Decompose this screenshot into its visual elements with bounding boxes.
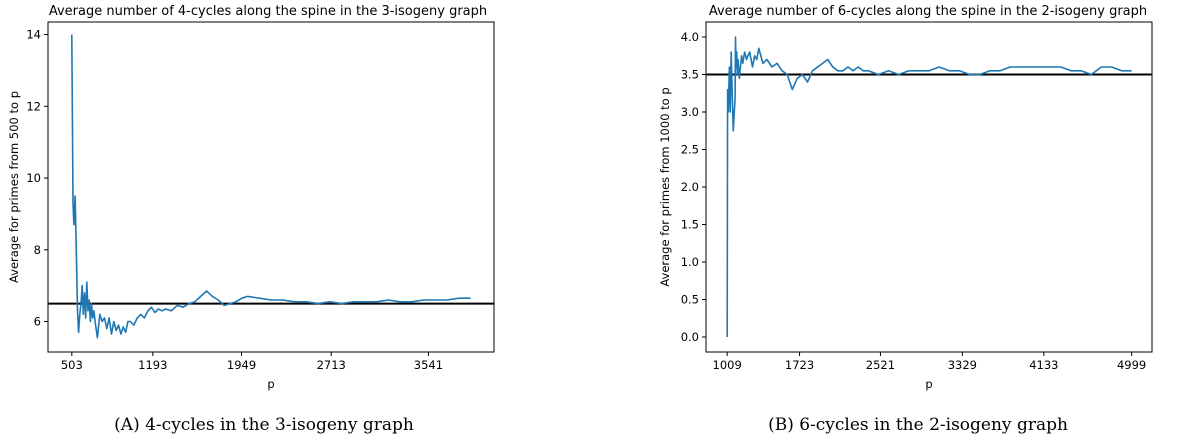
figure-caption: (B) 6-cycles in the 2-isogeny graph	[768, 415, 1068, 435]
y-tick-label: 3.5	[681, 68, 699, 82]
x-tick-label: 1723	[785, 358, 814, 372]
x-tick-label: 4999	[1117, 358, 1146, 372]
y-tick-label: 2.0	[681, 180, 699, 194]
y-tick-label: 8	[34, 243, 41, 257]
tick-group: 503 1193 1949 2713 3541 6 8 10 12 14	[26, 28, 443, 372]
x-tick-label: 1009	[713, 358, 742, 372]
plot-area-frame	[47, 21, 495, 353]
x-tick-label: 2713	[317, 358, 346, 372]
series-line	[71, 34, 471, 339]
y-tick-label: 0.0	[681, 330, 699, 344]
plot-area-frame	[705, 21, 1153, 353]
x-tick-label: 4133	[1029, 358, 1058, 372]
series-line	[726, 36, 1132, 338]
y-tick-label: 0.5	[681, 293, 699, 307]
y-axis-label: Average for primes from 1000 to p	[658, 87, 672, 286]
y-axis-label: Average for primes from 500 to p	[7, 91, 21, 283]
x-tick-label: 2521	[866, 358, 895, 372]
figure-caption: (A) 4-cycles in the 3-isogeny graph	[114, 415, 414, 435]
tick-group: 1009 1723 2521 3329 4133 4999 0.0 0.5 1.0 1.5 2.0 2…	[681, 30, 1147, 372]
y-tick-label: 1.0	[681, 255, 699, 269]
y-tick-label: 2.5	[681, 143, 699, 157]
x-tick-label: 1949	[227, 358, 256, 372]
y-tick-label: 12	[26, 99, 41, 113]
chart-panel-a: Average number of 4-cycles along the spi…	[7, 4, 495, 435]
y-tick-label: 4.0	[681, 30, 699, 44]
y-tick-label: 10	[26, 171, 41, 185]
x-axis-label: p	[925, 377, 932, 391]
x-tick-label: 3541	[414, 358, 443, 372]
x-tick-label: 1193	[138, 358, 167, 372]
y-tick-label: 1.5	[681, 218, 699, 232]
x-tick-label: 503	[61, 358, 83, 372]
chart-title: Average number of 6-cycles along the spi…	[709, 4, 1147, 19]
chart-title: Average number of 4-cycles along the spi…	[49, 4, 487, 19]
y-tick-label: 14	[26, 28, 41, 42]
chart-panel-b: Average number of 6-cycles along the spi…	[658, 4, 1153, 435]
x-tick-label: 3329	[948, 358, 977, 372]
y-tick-label: 3.0	[681, 105, 699, 119]
y-tick-label: 6	[34, 315, 41, 329]
x-axis-label: p	[267, 377, 274, 391]
